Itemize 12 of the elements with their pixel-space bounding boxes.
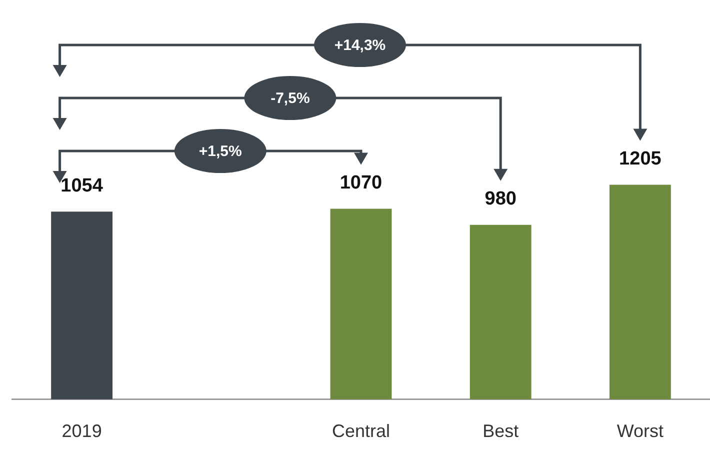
data-label: 1070	[340, 172, 382, 194]
bar	[330, 208, 392, 400]
x-tick-label: Best	[482, 421, 519, 442]
bar	[51, 212, 113, 400]
data-label: 1054	[60, 175, 104, 196]
bar	[609, 184, 671, 400]
data-label: 1205	[619, 148, 662, 170]
x-tick-label: Central	[332, 421, 390, 442]
bar	[470, 224, 532, 400]
data-label: 980	[484, 188, 516, 210]
x-tick-label: 2019	[62, 421, 102, 442]
x-tick-label: Worst	[616, 421, 664, 442]
